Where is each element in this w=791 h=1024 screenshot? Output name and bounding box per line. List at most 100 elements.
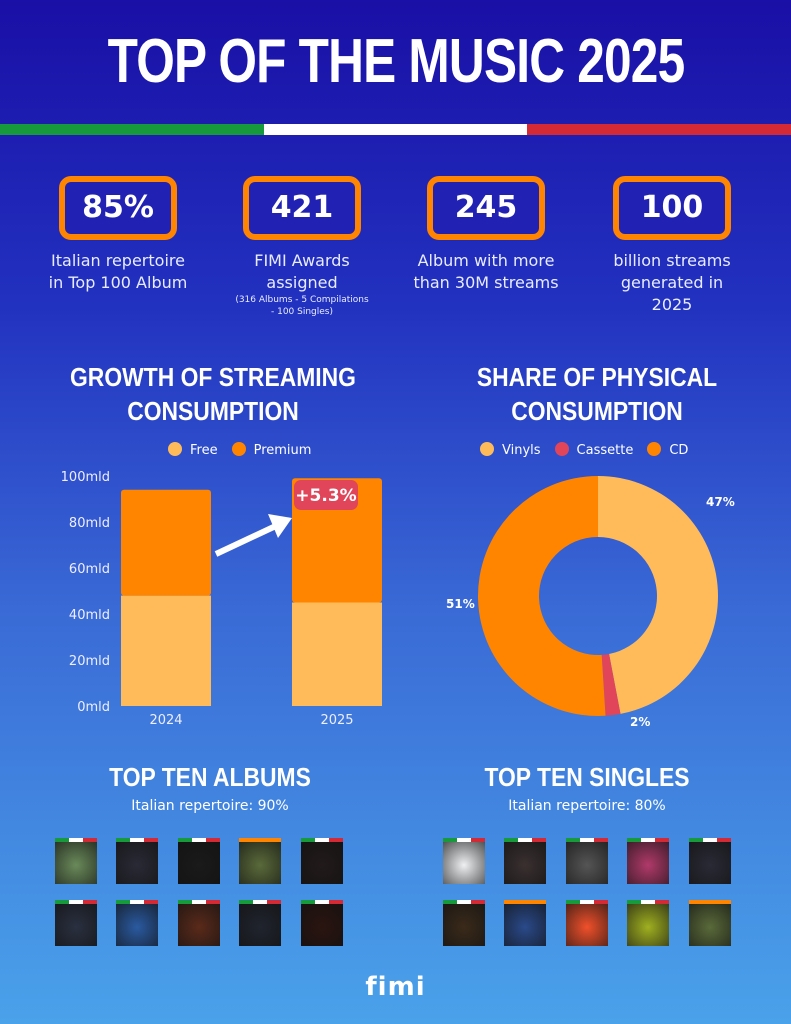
y-tick-label: 0mld [77, 700, 110, 715]
italian-flag-icon [627, 900, 669, 904]
cover-image [443, 904, 485, 946]
streaming-chart-title: GROWTH OF STREAMING CONSUMPTION [70, 362, 356, 426]
album-cover[interactable] [55, 838, 97, 884]
italian-flag-icon [301, 838, 343, 842]
streaming-bar-chart: 0mld 20mld 40mld 60mld 80mld 100mld 2024 2025 +5… [61, 470, 382, 728]
cover-image [178, 904, 220, 946]
stat-card: 85% Italian repertoire in Top 100 Album [28, 176, 208, 294]
cover-image [689, 904, 731, 946]
single-cover[interactable] [443, 838, 485, 884]
legend-cassette: Cassette [554, 442, 634, 458]
cover-image [566, 842, 608, 884]
stat-note: (316 Albums - 5 Compilations - 100 Singl… [235, 295, 369, 317]
cover-image [504, 842, 546, 884]
slice-label: 47% [706, 495, 735, 509]
legend-cassette-label: Cassette [576, 443, 634, 458]
top-albums-title: TOP TEN ALBUMS [109, 762, 311, 792]
vinyls-swatch [480, 442, 494, 456]
bar-premium-2024 [121, 489, 211, 596]
free-swatch [168, 442, 182, 456]
single-cover[interactable] [504, 838, 546, 884]
y-tick-label: 20mld [69, 654, 110, 669]
slice-vinyls [598, 476, 719, 714]
album-cover[interactable] [301, 838, 343, 884]
slice-cassette [601, 653, 621, 716]
legend-premium: Premium [231, 442, 311, 458]
y-tick-label: 60mld [69, 562, 110, 577]
album-cover[interactable] [301, 900, 343, 946]
cover-image [443, 842, 485, 884]
cover-image [689, 842, 731, 884]
top-singles-subtitle: Italian repertoire: 80% [508, 798, 666, 814]
cassette-swatch [554, 442, 569, 456]
album-cover[interactable] [55, 900, 97, 946]
top-singles-title: TOP TEN SINGLES [484, 762, 690, 792]
physical-donut-chart: 47% 2% 51% [446, 476, 735, 729]
italian-flag-icon [627, 838, 669, 842]
italian-flag-icon [55, 900, 97, 904]
physical-legend: Vinyls Cassette CD [480, 442, 688, 458]
stat-value: 100 [613, 176, 731, 240]
album-cover[interactable] [178, 838, 220, 884]
legend-free: Free [168, 442, 218, 458]
italian-flag-icon [116, 838, 158, 842]
international-tag-icon [504, 900, 546, 904]
slice-label: 51% [446, 597, 475, 611]
growth-badge-label: +5.3% [295, 486, 356, 506]
italian-flag-icon [239, 900, 281, 904]
cover-image [55, 904, 97, 946]
album-cover[interactable] [116, 838, 158, 884]
album-cover[interactable] [239, 838, 281, 884]
single-cover[interactable] [504, 900, 546, 946]
slice-label: 2% [630, 715, 650, 729]
cover-image [239, 842, 281, 884]
legend-cd: CD [647, 442, 688, 458]
stat-label: billion streams generated in 2025 [613, 251, 731, 314]
italian-flag-icon [443, 838, 485, 842]
cover-image [178, 842, 220, 884]
italian-flag-bar [0, 124, 791, 135]
stat-value: 245 [427, 176, 545, 240]
italian-flag-icon [443, 900, 485, 904]
cover-image [504, 904, 546, 946]
bar-free-2024 [121, 595, 211, 706]
album-cover[interactable] [178, 900, 220, 946]
stat-label: FIMI Awards assigned [254, 251, 350, 292]
x-tick-label: 2025 [320, 713, 353, 728]
italian-flag-icon [689, 838, 731, 842]
cover-image [566, 904, 608, 946]
italian-flag-icon [566, 838, 608, 842]
legend-cd-label: CD [669, 443, 689, 458]
x-tick-label: 2024 [149, 713, 182, 728]
stat-card: 245 Album with more than 30M streams [396, 176, 576, 294]
stat-card: 421 FIMI Awards assigned (316 Albums - 5… [212, 176, 392, 318]
album-cover[interactable] [116, 900, 158, 946]
single-cover[interactable] [627, 838, 669, 884]
italian-flag-icon [301, 900, 343, 904]
italian-flag-icon [55, 838, 97, 842]
single-cover[interactable] [443, 900, 485, 946]
top-albums-subtitle: Italian repertoire: 90% [131, 798, 289, 814]
stat-label: Italian repertoire in Top 100 Album [48, 251, 188, 292]
single-cover[interactable] [566, 838, 608, 884]
cover-image [301, 842, 343, 884]
slice-cd [478, 476, 606, 716]
single-cover[interactable] [627, 900, 669, 946]
stat-value: 85% [59, 176, 177, 240]
cd-swatch [647, 442, 662, 456]
stat-card: 100 billion streams generated in 2025 [582, 176, 762, 316]
cover-image [116, 842, 158, 884]
legend-vinyls-label: Vinyls [502, 443, 541, 458]
album-cover[interactable] [239, 900, 281, 946]
international-tag-icon [239, 838, 281, 842]
single-cover[interactable] [689, 838, 731, 884]
international-tag-icon [689, 900, 731, 904]
physical-chart-title: SHARE OF PHYSICAL CONSUMPTION [476, 362, 718, 426]
legend-free-label: Free [190, 443, 218, 458]
cover-image [301, 904, 343, 946]
arrow-head-icon [268, 514, 292, 538]
single-cover[interactable] [566, 900, 608, 946]
stat-value: 421 [243, 176, 361, 240]
page-title: TOP OF THE MUSIC 2025 [107, 27, 685, 96]
single-cover[interactable] [689, 900, 731, 946]
